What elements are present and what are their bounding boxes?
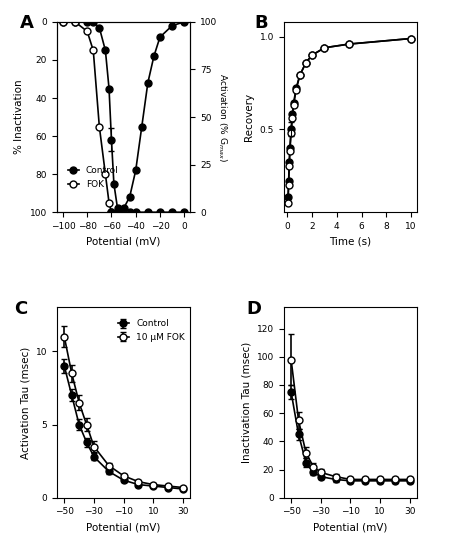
FOK bbox=[109, 209, 114, 216]
Text: A: A bbox=[19, 14, 33, 32]
FOK bbox=[115, 209, 120, 216]
Y-axis label: Activation (% G$_{max}$): Activation (% G$_{max}$) bbox=[216, 73, 228, 161]
Line: FOK: FOK bbox=[59, 19, 127, 216]
Control bbox=[111, 181, 117, 187]
FOK bbox=[91, 47, 96, 54]
Control bbox=[145, 209, 151, 216]
Control bbox=[127, 209, 133, 216]
Y-axis label: Inactivation Tau (msec): Inactivation Tau (msec) bbox=[241, 342, 251, 463]
FOK bbox=[84, 28, 90, 34]
FOK bbox=[97, 123, 102, 130]
FOK bbox=[60, 19, 66, 25]
Text: D: D bbox=[246, 300, 261, 318]
Line: Control: Control bbox=[59, 19, 188, 216]
FOK bbox=[102, 171, 108, 177]
Control bbox=[157, 209, 163, 216]
Control bbox=[72, 19, 78, 25]
Control bbox=[121, 209, 127, 216]
Control bbox=[109, 137, 114, 143]
FOK bbox=[121, 209, 127, 216]
Control bbox=[133, 209, 138, 216]
Control bbox=[115, 205, 120, 212]
Control bbox=[91, 19, 96, 25]
FOK bbox=[72, 19, 78, 25]
Control bbox=[97, 24, 102, 31]
Legend: Control, 10 μM FOK: Control, 10 μM FOK bbox=[114, 316, 189, 346]
Control bbox=[84, 19, 90, 25]
X-axis label: Potential (mV): Potential (mV) bbox=[86, 236, 161, 247]
FOK bbox=[106, 200, 112, 206]
Legend: Control, FOK: Control, FOK bbox=[64, 163, 122, 193]
X-axis label: Potential (mV): Potential (mV) bbox=[86, 522, 161, 532]
Y-axis label: Recovery: Recovery bbox=[244, 93, 254, 141]
Control bbox=[169, 209, 175, 216]
Control bbox=[106, 85, 112, 92]
Control bbox=[102, 47, 108, 54]
Y-axis label: % Inactivation: % Inactivation bbox=[14, 80, 24, 154]
Y-axis label: Activation Tau (msec): Activation Tau (msec) bbox=[20, 346, 30, 459]
Text: B: B bbox=[255, 14, 268, 32]
Control bbox=[182, 209, 187, 216]
X-axis label: Time (s): Time (s) bbox=[329, 236, 372, 247]
Text: C: C bbox=[14, 300, 27, 318]
Control bbox=[60, 19, 66, 25]
X-axis label: Potential (mV): Potential (mV) bbox=[313, 522, 388, 532]
